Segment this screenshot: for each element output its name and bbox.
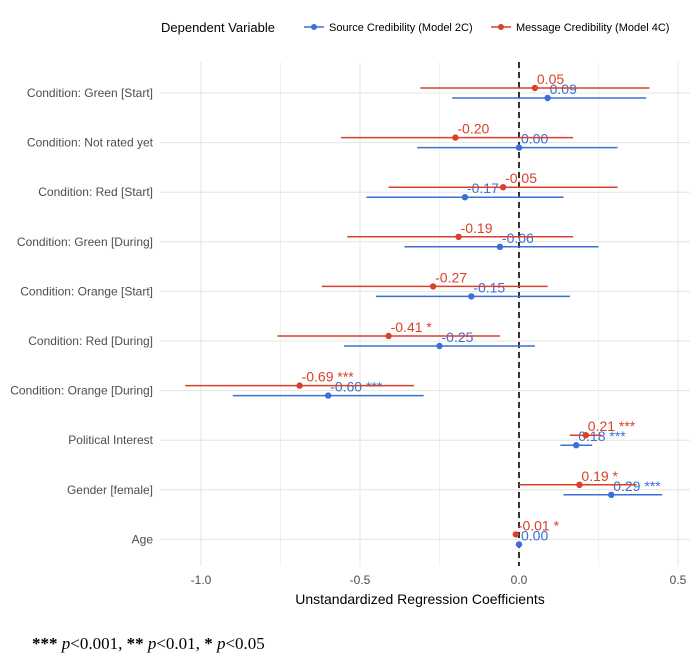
y-category-label: Condition: Red [Start] [38,185,153,199]
estimate-label: -0.41 * [391,319,433,335]
estimate-point [452,134,459,141]
significance-footnote: *** p<0.001, ** p<0.01, * p<0.05 [32,634,265,654]
estimate-label: 0.00 [521,527,548,543]
estimate-label: -0.69 *** [302,369,355,385]
x-axis-title: Unstandardized Regression Coefficients [295,591,545,607]
estimate-point [576,481,583,488]
y-category-label: Condition: Green [During] [17,235,153,249]
x-tick-label: 0.5 [670,573,687,587]
estimate-label: -0.17 [467,180,499,196]
footnote-one-star: * [204,634,213,653]
footnote-threshold-2: <0.01, [156,634,205,653]
estimate-point [468,293,475,300]
estimate-point [515,144,523,151]
y-category-label: Condition: Green [Start] [27,86,153,100]
coefficient-plot-svg: -1.0 -0.5 0.0 0.5 Condition: Green [Start] Co… [10,20,690,607]
estimate-point [515,541,523,548]
legend-entry-label: Message Credibility (Model 4C) [516,22,669,34]
y-category-label: Condition: Orange [Start] [20,284,153,298]
estimate-label: -0.60 *** [330,379,383,395]
x-tick-label: 0.0 [511,573,528,587]
estimate-label: -0.19 [461,220,493,236]
estimate-point [325,392,332,399]
y-category-label: Condition: Orange [During] [10,384,153,398]
estimate-point [496,243,504,250]
estimate-point [608,491,615,498]
footnote-threshold-1: <0.001, [70,634,127,653]
estimate-label: -0.27 [435,269,467,285]
estimate-label: 0.19 * [581,468,618,484]
y-category-label: Political Interest [68,433,153,447]
footnote-p-1: p [61,634,71,653]
estimate-label: -0.05 [505,170,537,186]
estimate-point [429,283,437,290]
y-category-label: Condition: Not rated yet [27,136,154,150]
legend-title: Dependent Variable [161,20,275,35]
estimate-label: 0.05 [537,71,564,87]
legend-key-point [498,24,504,30]
x-tick-label: -1.0 [191,573,212,587]
footnote-p-3: p [216,634,226,653]
x-tick-label: -0.5 [350,573,371,587]
estimate-point [499,184,507,191]
estimate-point [461,194,469,201]
y-category-label: Condition: Red [During] [28,334,153,348]
y-category-label: Age [132,532,154,546]
footnote-two-stars: ** [126,634,144,653]
estimate-label: -0.20 [457,121,489,137]
estimate-point [544,94,551,102]
estimate-point [582,432,589,439]
estimate-point [296,382,303,389]
estimate-label: -0.15 [473,279,505,295]
estimate-label: 0.29 *** [613,478,661,494]
estimate-label: -0.01 * [518,517,560,533]
estimate-point [573,442,580,449]
estimate-label: -0.06 [502,230,534,246]
estimate-point [512,531,520,538]
footnote-p-2: p [147,634,157,653]
legend-entry-label: Source Credibility (Model 2C) [329,22,473,34]
estimate-point [436,342,443,350]
estimate-label: 0.09 [550,81,577,97]
footnote-threshold-3: <0.05 [225,634,265,653]
estimate-label: 0.21 *** [588,418,636,434]
estimate-point [531,84,539,92]
estimate-label: -0.25 [442,329,474,345]
estimate-label: 0.00 [521,131,548,147]
estimate-point [455,233,462,240]
legend-key-point [311,24,317,30]
coefficient-chart: -1.0 -0.5 0.0 0.5 Condition: Green [Start] Co… [10,20,690,607]
estimate-point [385,332,392,340]
estimate-label: 0.18 *** [578,428,626,444]
y-category-label: Gender [female] [67,483,153,497]
footnote-three-stars: *** [32,634,58,653]
